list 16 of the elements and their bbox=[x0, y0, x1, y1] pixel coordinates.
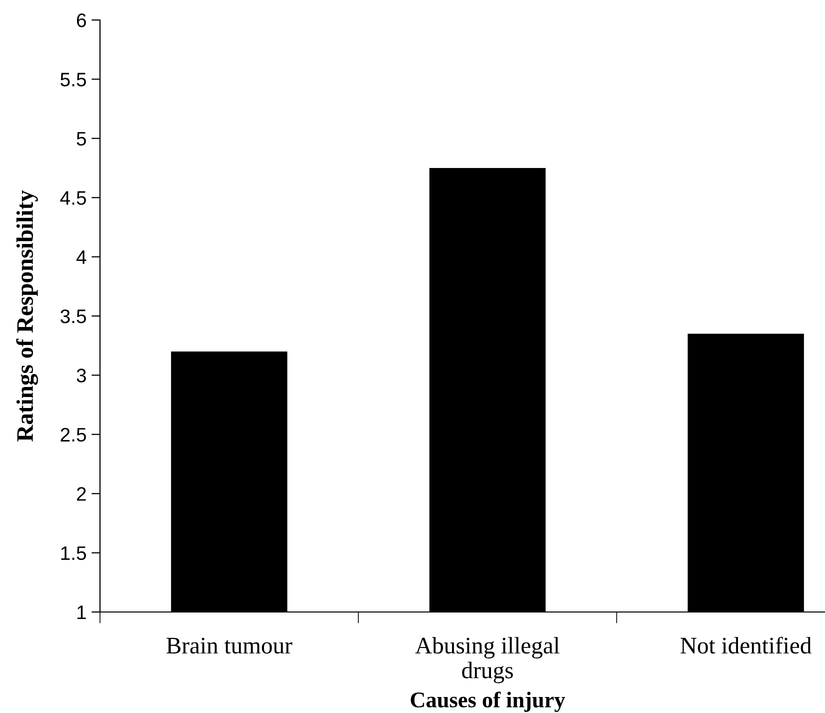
y-tick-label: 4 bbox=[76, 250, 86, 264]
y-tick-label: 2 bbox=[76, 487, 86, 501]
y-tick-label: 1 bbox=[77, 606, 86, 620]
y-tick-label: 6 bbox=[76, 13, 86, 28]
y-tick-label: 5 bbox=[76, 132, 86, 146]
y-tick-label: 4.5 bbox=[60, 191, 86, 205]
x-axis-title: Causes of injury bbox=[410, 692, 566, 712]
y-tick-label: 2.5 bbox=[60, 428, 86, 442]
x-tick-label: Brain tumour bbox=[166, 638, 292, 654]
x-tick-label: Abusing illegal drugs bbox=[415, 637, 560, 684]
x-tick-label: Not identified bbox=[680, 636, 812, 654]
y-tick-label: 3.5 bbox=[60, 309, 86, 324]
y-axis-title: Ratings of Responsibility bbox=[16, 190, 38, 442]
y-tick-label: 3 bbox=[76, 368, 86, 382]
y-tick-label: 1.5 bbox=[61, 546, 86, 560]
y-tick-label: 5.5 bbox=[60, 72, 86, 86]
